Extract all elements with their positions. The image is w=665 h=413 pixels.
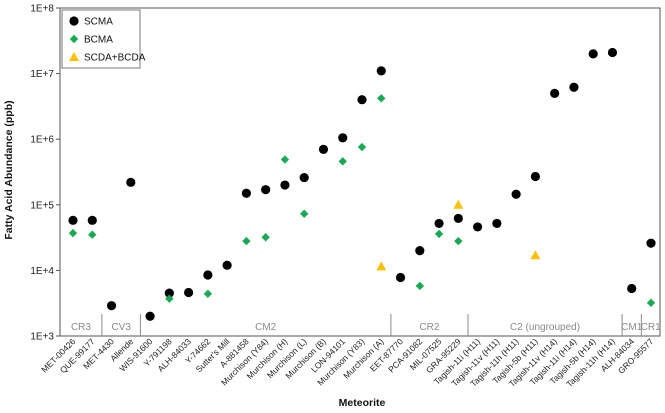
y-tick-labels: 1E+3 1E+4 1E+5 1E+6 1E+7 1E+8 — [30, 4, 60, 343]
scma-point — [68, 215, 78, 225]
bcma-point — [165, 294, 174, 303]
scma-point — [511, 189, 521, 199]
group-label: CM1 — [621, 322, 643, 333]
scma-point — [415, 246, 425, 256]
bcma-point — [68, 228, 78, 238]
scma-point — [299, 172, 309, 183]
scma-point — [357, 95, 367, 105]
bcma-point — [377, 94, 386, 103]
scma-point — [453, 213, 463, 224]
legend-marker-scma — [69, 16, 79, 26]
scma-point — [434, 218, 444, 229]
group-label: CR3 — [71, 322, 91, 333]
bcma-point — [242, 236, 251, 246]
scma-point — [569, 82, 579, 92]
legend-label: SCMA — [84, 17, 113, 28]
bcma-point — [415, 281, 424, 291]
scma-point — [184, 287, 194, 298]
y-tick-label: 1E+5 — [30, 200, 54, 211]
y-tick-label: 1E+7 — [30, 69, 54, 80]
scma-point — [318, 144, 329, 154]
y-tick-label: 1E+6 — [30, 135, 54, 146]
y-tick-label: 1E+8 — [30, 4, 54, 15]
axes — [59, 7, 661, 337]
scma-point — [627, 283, 637, 294]
scma-point — [607, 47, 618, 58]
group-label: CR2 — [419, 322, 439, 333]
scma-point — [395, 272, 406, 283]
data-marks — [68, 47, 656, 321]
scma-point — [338, 133, 348, 143]
legend-label: SCDA+BCDA — [84, 53, 146, 64]
y-tick-label: 1E+4 — [30, 266, 54, 277]
bcma-point — [434, 229, 444, 239]
bcma-point — [261, 233, 270, 242]
bcma-point — [646, 298, 656, 308]
scma-point — [87, 215, 97, 225]
scma-point — [550, 88, 560, 98]
y-tick-label: 1E+3 — [30, 332, 54, 343]
bcma-point — [300, 209, 309, 218]
scda-bcda-point — [530, 250, 541, 260]
scma-point — [473, 222, 483, 232]
scma-point — [145, 311, 155, 321]
legend-label: BCMA — [84, 35, 113, 46]
scma-point — [222, 260, 232, 270]
bcma-point — [280, 155, 290, 164]
scda-bcda-point — [376, 261, 387, 271]
scma-point — [164, 288, 174, 298]
legend-marker-bcma — [69, 34, 79, 44]
scma-point — [492, 218, 502, 229]
scma-point — [106, 301, 117, 311]
scma-point — [530, 171, 541, 182]
scma-point — [261, 185, 271, 195]
bcma-point — [88, 230, 97, 239]
bcma-point — [338, 157, 347, 166]
group-label: CV3 — [111, 322, 131, 333]
y-axis-title: Fatty Acid Abundance (ppb) — [3, 100, 15, 239]
legend-marker-scda-bcda — [69, 52, 79, 61]
scma-point — [376, 66, 386, 76]
scma-point — [241, 188, 251, 198]
scma-point — [126, 177, 136, 187]
x-axis-title: Meteorite — [339, 397, 386, 409]
group-label: CM2 — [255, 322, 277, 333]
scma-point — [646, 238, 656, 248]
legend: SCMA BCMA SCDA+BCDA — [61, 9, 146, 69]
scda-bcda-point — [453, 199, 464, 209]
scma-point — [280, 180, 290, 190]
scma-point — [203, 270, 213, 280]
bcma-point — [357, 142, 367, 152]
scma-point — [588, 49, 598, 59]
bcma-point — [203, 289, 213, 298]
plot-frame — [59, 7, 661, 337]
bcma-point — [454, 236, 463, 246]
group-label: C2 (ungrouped) — [510, 322, 580, 333]
group-label: CR1 — [641, 322, 661, 333]
x-tick-labels: MET-00426QUE-99177MET-4430AllendeWIS-916… — [39, 336, 655, 389]
